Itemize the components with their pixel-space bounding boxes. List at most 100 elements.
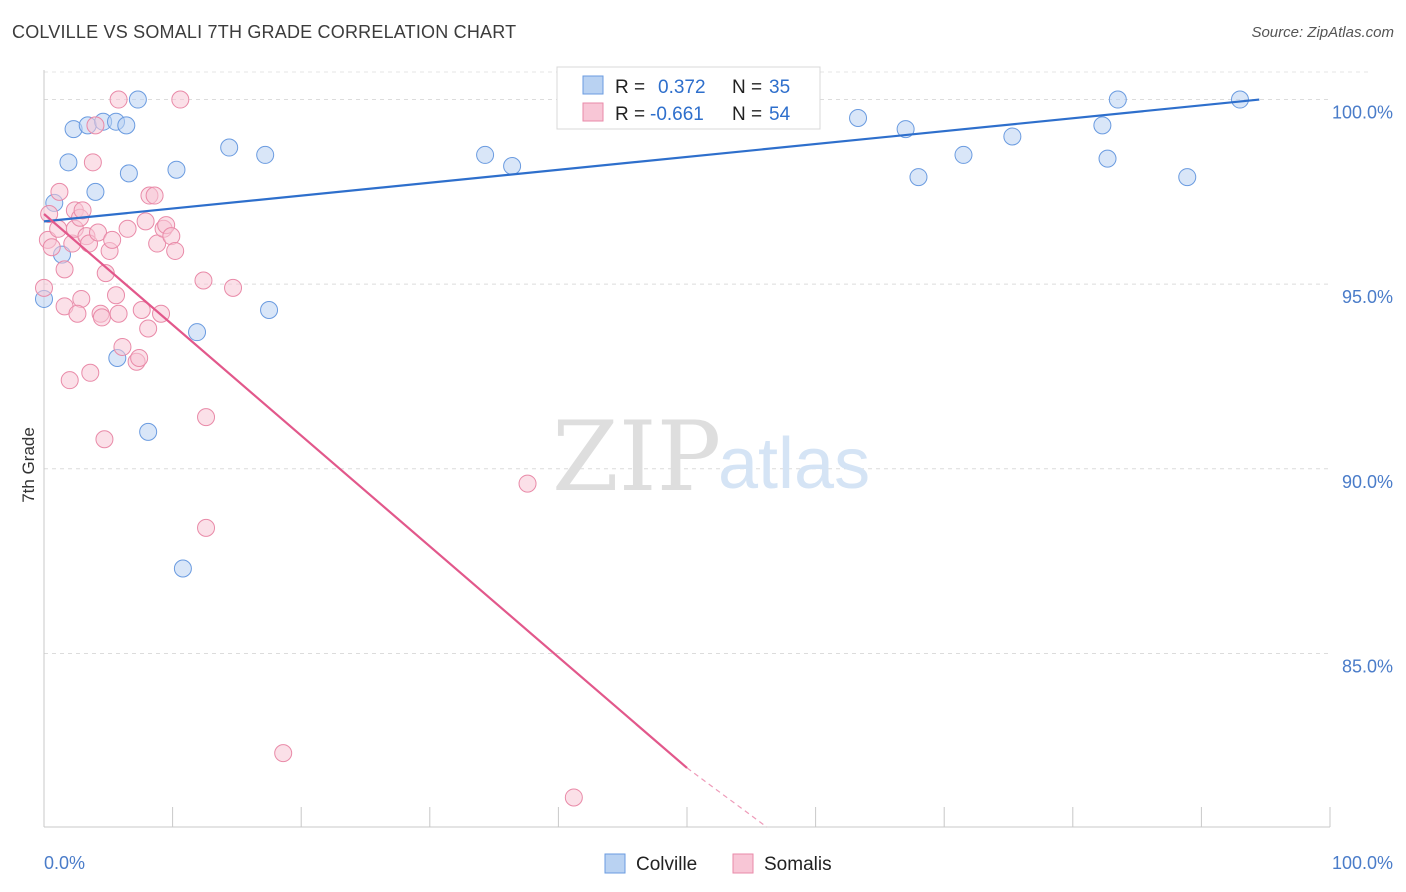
data-point — [220, 138, 239, 157]
data-point — [60, 371, 79, 390]
legend-n-value-somalis: 54 — [769, 104, 791, 125]
y-tick-label: 100.0% — [1332, 103, 1393, 123]
legend-name-somalis: Somalis — [764, 854, 832, 875]
stats-legend: R = 0.372 N = 35 R = -0.661 N = 54 — [556, 66, 821, 130]
data-point — [173, 559, 192, 578]
data-point — [171, 90, 190, 109]
data-point — [1108, 90, 1127, 109]
data-point — [136, 212, 155, 231]
trend-line-colville — [43, 98, 1260, 223]
data-point — [1093, 116, 1112, 135]
data-point — [256, 145, 275, 164]
x-tick-labels: 0.0% 100.0% — [44, 853, 1393, 873]
legend-n-value-colville: 35 — [769, 77, 790, 98]
data-point — [188, 323, 207, 342]
data-point — [1230, 90, 1249, 109]
legend-r-label-colville: R = — [615, 77, 645, 98]
data-point — [92, 308, 111, 327]
data-point — [55, 260, 74, 279]
y-tick-label: 90.0% — [1342, 472, 1393, 492]
source-label: Source: ZipAtlas.com — [1251, 24, 1394, 41]
data-point — [139, 319, 158, 338]
axes — [43, 70, 1331, 828]
data-point — [518, 474, 537, 493]
legend-swatch-somalis — [582, 102, 604, 122]
data-point — [260, 301, 279, 320]
data-point — [139, 422, 158, 441]
data-point — [72, 289, 91, 308]
watermark: ZIP atlas — [552, 401, 870, 513]
legend-name-colville: Colville — [636, 854, 697, 875]
data-point — [145, 186, 164, 205]
data-point — [68, 304, 87, 323]
data-point — [95, 430, 114, 449]
data-point — [274, 744, 293, 763]
legend-r-value-somalis: -0.661 — [650, 104, 704, 125]
data-point — [564, 788, 583, 807]
data-point — [1098, 149, 1117, 168]
data-point — [162, 227, 181, 246]
data-point — [119, 164, 138, 183]
data-point — [40, 205, 59, 224]
legend-swatch-bottom-somalis — [732, 853, 754, 874]
data-point — [954, 145, 973, 164]
series-legend: Colville Somalis — [604, 853, 832, 875]
data-point — [109, 304, 128, 323]
data-point — [113, 337, 132, 356]
data-point — [849, 109, 868, 128]
x-tick-label: 100.0% — [1332, 853, 1393, 873]
trend-lines — [43, 98, 1260, 828]
data-point — [167, 160, 186, 179]
y-tick-labels: 85.0% 90.0% 95.0% 100.0% — [1332, 103, 1393, 677]
legend-r-value-colville: 0.372 — [658, 77, 706, 98]
data-point — [35, 278, 53, 297]
data-point — [1003, 127, 1022, 146]
data-point — [89, 223, 108, 242]
y-axis-title: 7th Grade — [19, 427, 38, 503]
data-point — [132, 301, 151, 320]
legend-swatch-colville — [582, 75, 604, 95]
data-points — [35, 90, 1249, 807]
data-point — [109, 90, 128, 109]
data-point — [73, 201, 92, 220]
chart-title: COLVILLE VS SOMALI 7TH GRADE CORRELATION… — [12, 22, 517, 42]
data-point — [166, 241, 185, 260]
data-point — [476, 145, 495, 164]
watermark-zip: ZIP — [552, 401, 721, 513]
data-point — [503, 157, 522, 176]
trend-extension-somalis — [686, 767, 768, 828]
legend-n-label-colville: N = — [732, 77, 762, 98]
data-point — [86, 182, 105, 201]
data-point — [81, 363, 100, 382]
data-point — [909, 168, 928, 187]
data-point — [86, 116, 105, 135]
data-point — [224, 278, 243, 297]
data-point — [896, 120, 915, 139]
trend-line-somalis — [43, 213, 688, 769]
data-point — [118, 219, 137, 238]
legend-r-label-somalis: R = — [615, 104, 645, 125]
watermark-atlas: atlas — [718, 424, 870, 504]
legend-n-label-somalis: N = — [732, 104, 762, 125]
x-tick-label: 0.0% — [44, 853, 85, 873]
legend-swatch-bottom-colville — [604, 853, 626, 874]
data-point — [1178, 168, 1197, 187]
data-point — [128, 90, 147, 109]
series-somalis — [35, 90, 583, 807]
y-tick-label: 95.0% — [1342, 287, 1393, 307]
data-point — [59, 153, 78, 172]
data-point — [194, 271, 213, 290]
data-point — [42, 238, 61, 257]
data-point — [49, 219, 68, 238]
data-point — [107, 286, 126, 305]
y-tick-label: 85.0% — [1342, 656, 1393, 676]
data-point — [197, 408, 216, 427]
grid-lines — [44, 71, 1370, 654]
data-point — [50, 182, 69, 201]
data-point — [103, 230, 122, 249]
data-point — [197, 518, 216, 537]
data-point — [83, 153, 102, 172]
data-point — [130, 349, 149, 368]
data-point — [117, 116, 136, 135]
